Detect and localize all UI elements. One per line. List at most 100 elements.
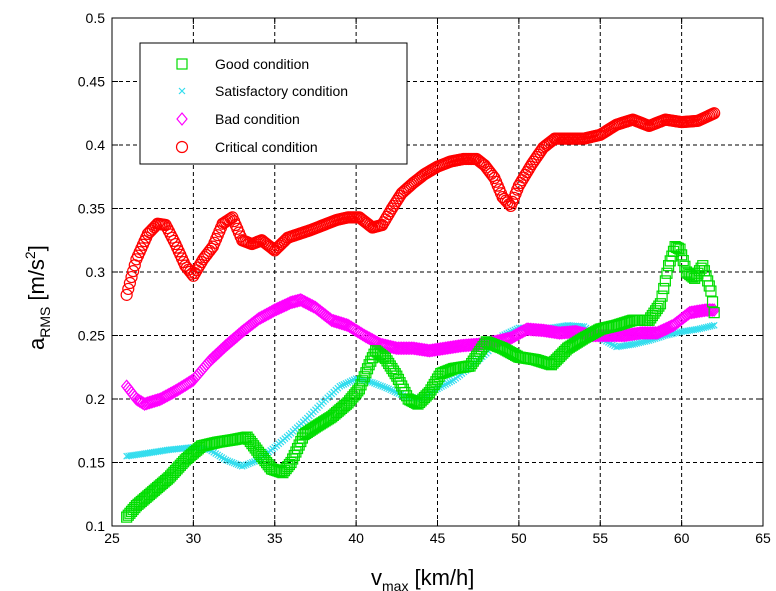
data-point <box>446 378 454 386</box>
data-point <box>641 338 649 345</box>
data-point <box>639 338 647 346</box>
y-tick-label: 0.35 <box>78 201 105 217</box>
data-point <box>348 377 356 385</box>
data-point <box>708 322 716 330</box>
data-point <box>346 378 354 385</box>
data-point <box>444 379 452 387</box>
data-point <box>700 324 708 332</box>
data-point <box>704 323 712 331</box>
data-point <box>342 380 350 387</box>
y-axis-label-superscript: 2 <box>22 251 38 259</box>
y-tick-label: 0.2 <box>86 391 106 407</box>
legend-marker <box>178 87 186 95</box>
data-point <box>308 299 320 314</box>
legend: Good condition Satisfactory condition Ba… <box>139 42 408 165</box>
x-tick-label: 40 <box>348 530 364 546</box>
data-point <box>486 169 499 183</box>
data-point <box>368 379 376 386</box>
data-point <box>244 460 252 468</box>
data-point <box>659 322 672 337</box>
data-point <box>226 458 234 465</box>
data-point <box>654 298 667 310</box>
data-point <box>338 381 346 389</box>
data-point <box>360 367 372 379</box>
legend-label-critical: Critical condition <box>215 139 318 155</box>
data-point <box>240 462 248 469</box>
y-axis-label-main: a <box>24 337 49 350</box>
data-point <box>501 196 514 209</box>
data-point <box>375 381 382 389</box>
y-tick-label: 0.4 <box>86 137 106 153</box>
y-axis-label-subscript: RMS <box>37 307 53 338</box>
data-point <box>656 323 668 338</box>
data-point <box>358 371 370 383</box>
data-point <box>238 462 246 470</box>
data-point <box>696 325 704 333</box>
data-point <box>637 339 645 346</box>
x-tick-label: 65 <box>755 530 771 546</box>
data-point <box>123 276 137 290</box>
data-point <box>384 339 397 354</box>
data-point <box>361 363 374 375</box>
data-point <box>228 458 236 466</box>
legend-markers <box>175 58 189 154</box>
legend-label-bad: Bad condition <box>215 111 300 127</box>
data-point <box>635 339 643 347</box>
x-tick-label: 45 <box>430 530 446 546</box>
data-point <box>270 302 283 317</box>
y-axis-label-close: ] <box>24 245 49 251</box>
data-point <box>658 282 670 295</box>
data-point <box>373 380 380 388</box>
data-point <box>651 326 663 340</box>
data-point <box>273 300 286 315</box>
data-point <box>353 383 365 395</box>
y-tick-label: 0.15 <box>78 455 105 471</box>
data-point <box>706 322 714 330</box>
data-point <box>448 377 456 385</box>
data-point <box>387 386 395 394</box>
data-point <box>386 340 398 354</box>
data-point <box>232 460 240 468</box>
data-point <box>371 379 378 387</box>
data-point <box>234 461 242 469</box>
legend-label-satisfactory: Satisfactory condition <box>215 83 348 99</box>
data-point <box>659 275 671 287</box>
data-point <box>277 299 289 314</box>
data-point <box>272 301 284 316</box>
data-point <box>366 378 374 386</box>
y-tick-label: 0.25 <box>78 328 105 344</box>
x-tick-label: 25 <box>104 530 120 546</box>
data-point <box>336 382 344 390</box>
data-point <box>389 387 397 395</box>
data-point <box>702 323 710 331</box>
data-point <box>230 459 238 467</box>
x-tick-label: 60 <box>674 530 690 546</box>
data-point <box>442 380 450 388</box>
data-point <box>150 393 162 408</box>
data-point <box>278 298 291 313</box>
data-point <box>151 393 164 407</box>
y-axis-label: aRMS [m/s2] <box>22 245 53 350</box>
data-point <box>127 265 140 278</box>
data-point <box>205 242 218 255</box>
ticks: 25 30 35 40 45 50 55 60 65 0.1 0.15 0.2 0.25 0.3 0.35 0… <box>78 10 771 546</box>
data-point <box>242 461 250 469</box>
y-tick-label: 0.45 <box>78 74 105 90</box>
data-point <box>674 329 681 337</box>
data-point <box>222 456 230 464</box>
data-point <box>676 249 688 261</box>
data-point <box>653 325 665 340</box>
series-square <box>121 241 720 523</box>
data-point <box>706 296 719 308</box>
data-point <box>708 307 720 319</box>
data-point <box>381 383 389 391</box>
data-point <box>661 267 673 279</box>
data-point <box>125 270 138 284</box>
x-tick-label: 55 <box>592 530 608 546</box>
series-diamond <box>120 293 720 412</box>
data-point <box>698 324 706 332</box>
y-tick-label: 0.5 <box>86 10 106 26</box>
data-point <box>357 375 369 387</box>
data-point <box>355 379 367 391</box>
data-point <box>385 385 393 393</box>
